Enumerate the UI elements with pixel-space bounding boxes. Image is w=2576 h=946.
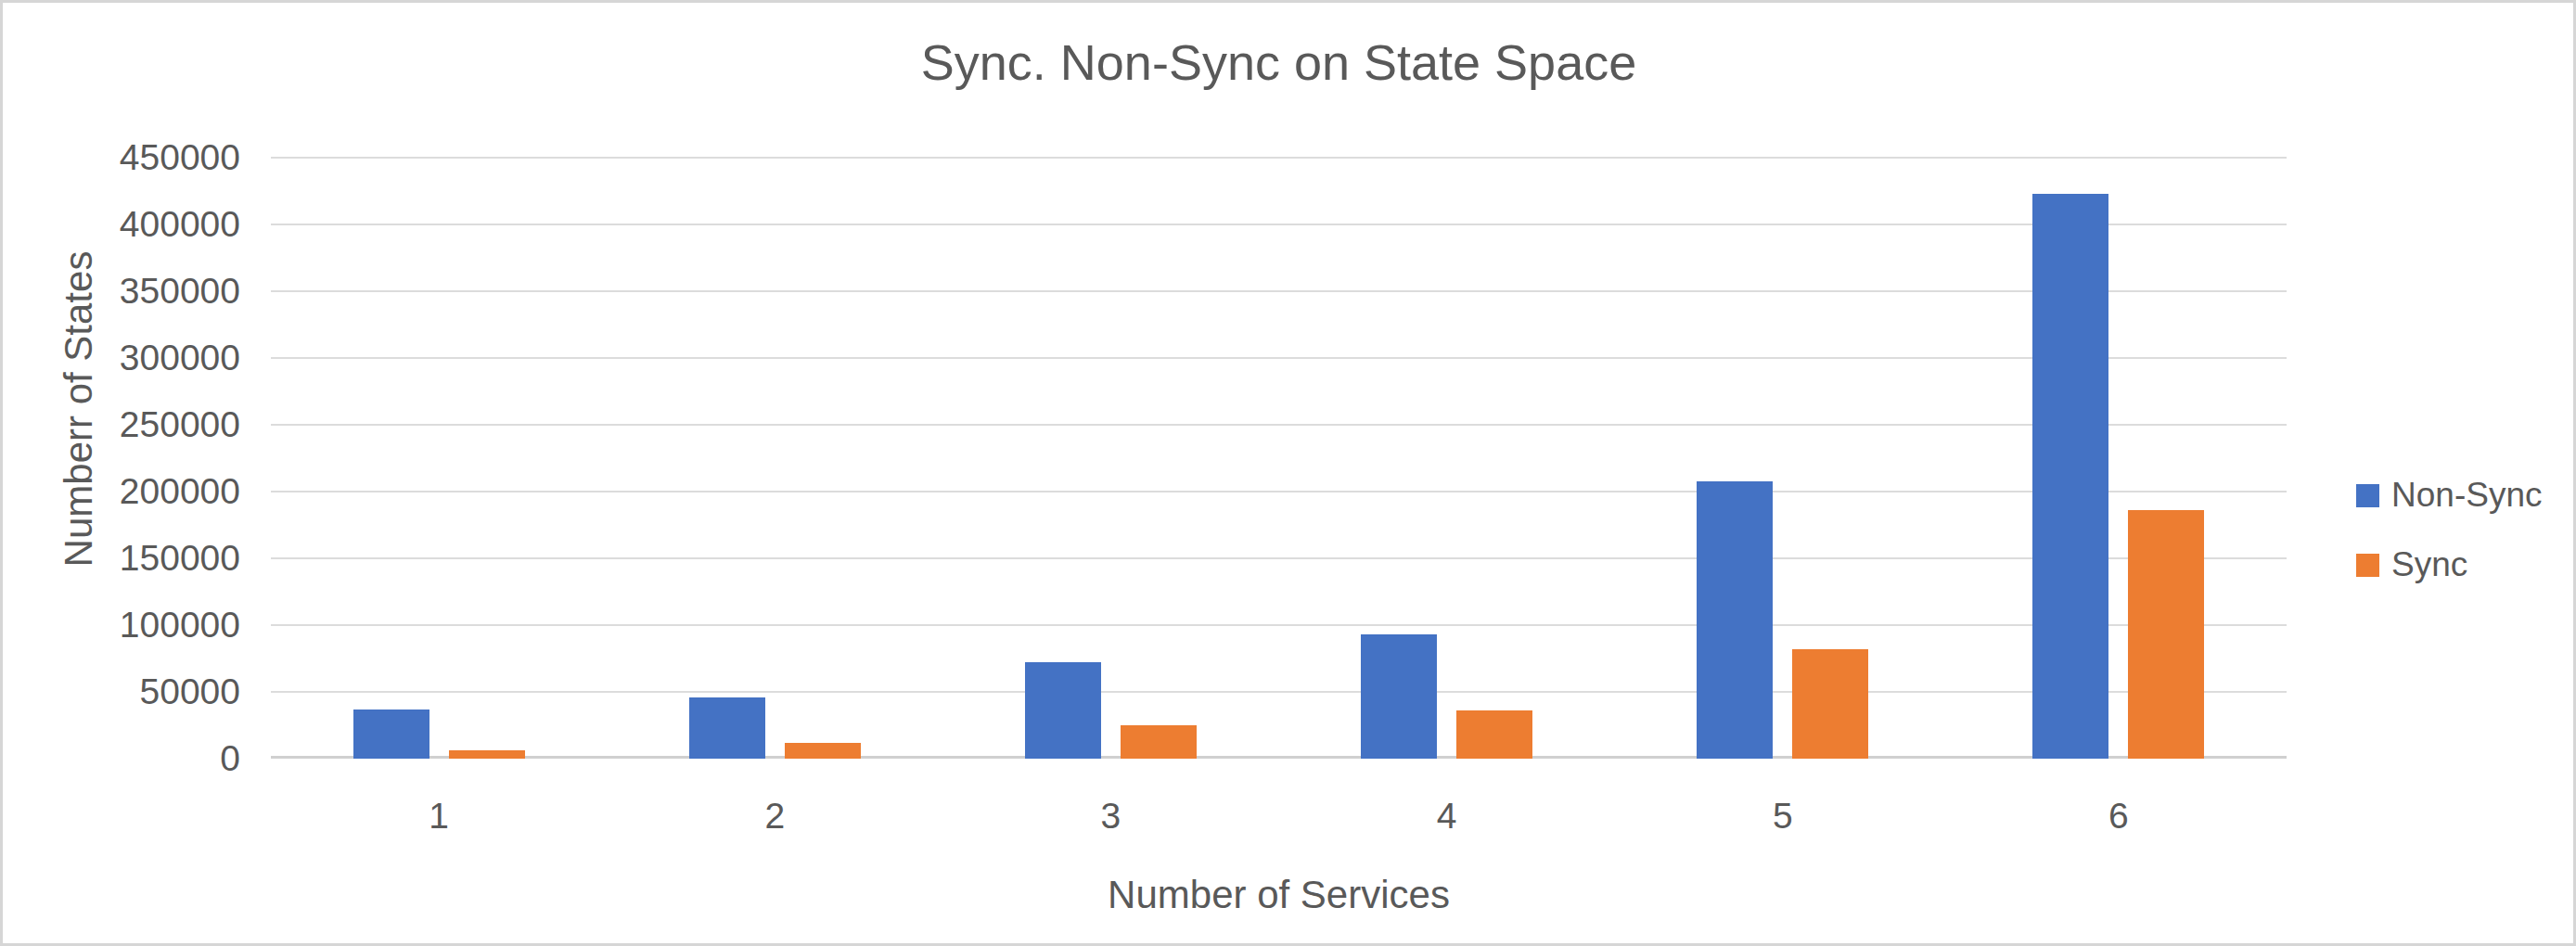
bar-sync-4 bbox=[1456, 710, 1532, 759]
chart-title: Sync. Non-Sync on State Space bbox=[271, 32, 2287, 92]
x-tick-label-6: 6 bbox=[1951, 793, 2287, 839]
plot-area bbox=[271, 158, 2287, 759]
legend-item-non-sync: Non-Sync bbox=[2356, 482, 2542, 508]
legend: Non-Sync Sync bbox=[2356, 482, 2542, 578]
legend-swatch-icon bbox=[2356, 554, 2379, 577]
y-tick-label-50000: 50000 bbox=[40, 670, 240, 714]
x-axis-title: Number of Services bbox=[271, 871, 2287, 919]
x-axis-tick-labels: 123456 bbox=[271, 793, 2287, 839]
bar-sync-1 bbox=[449, 750, 525, 759]
gridline bbox=[271, 424, 2287, 426]
bar-sync-2 bbox=[785, 743, 861, 759]
gridline bbox=[271, 691, 2287, 693]
x-tick-label-2: 2 bbox=[607, 793, 942, 839]
bar-non-sync-6 bbox=[2032, 194, 2108, 759]
gridline bbox=[271, 357, 2287, 359]
y-tick-label-100000: 100000 bbox=[40, 603, 240, 647]
bar-sync-5 bbox=[1792, 649, 1868, 759]
x-tick-label-3: 3 bbox=[942, 793, 1278, 839]
y-tick-label-450000: 450000 bbox=[40, 135, 240, 180]
bar-sync-3 bbox=[1121, 725, 1197, 759]
bar-sync-6 bbox=[2128, 510, 2204, 759]
gridline bbox=[271, 224, 2287, 225]
bar-non-sync-2 bbox=[689, 697, 765, 759]
chart-canvas: Sync. Non-Sync on State Space 4500004000… bbox=[0, 0, 2576, 946]
x-axis-line bbox=[271, 756, 2287, 759]
bar-non-sync-5 bbox=[1697, 481, 1773, 760]
x-tick-label-5: 5 bbox=[1615, 793, 1951, 839]
gridline bbox=[271, 290, 2287, 292]
gridline bbox=[271, 157, 2287, 159]
legend-label: Sync bbox=[2391, 545, 2467, 584]
bar-non-sync-1 bbox=[353, 710, 429, 759]
legend-item-sync: Sync bbox=[2356, 552, 2542, 578]
bar-non-sync-4 bbox=[1361, 634, 1437, 759]
gridline bbox=[271, 624, 2287, 626]
gridline bbox=[271, 557, 2287, 559]
y-tick-label-400000: 400000 bbox=[40, 202, 240, 247]
gridline bbox=[271, 491, 2287, 492]
bar-non-sync-3 bbox=[1025, 662, 1101, 759]
x-tick-label-1: 1 bbox=[271, 793, 607, 839]
legend-label: Non-Sync bbox=[2391, 476, 2542, 515]
legend-swatch-icon bbox=[2356, 484, 2379, 507]
y-axis-title: Numberr of States bbox=[57, 251, 101, 568]
y-tick-label-0: 0 bbox=[40, 736, 240, 781]
x-tick-label-4: 4 bbox=[1279, 793, 1615, 839]
